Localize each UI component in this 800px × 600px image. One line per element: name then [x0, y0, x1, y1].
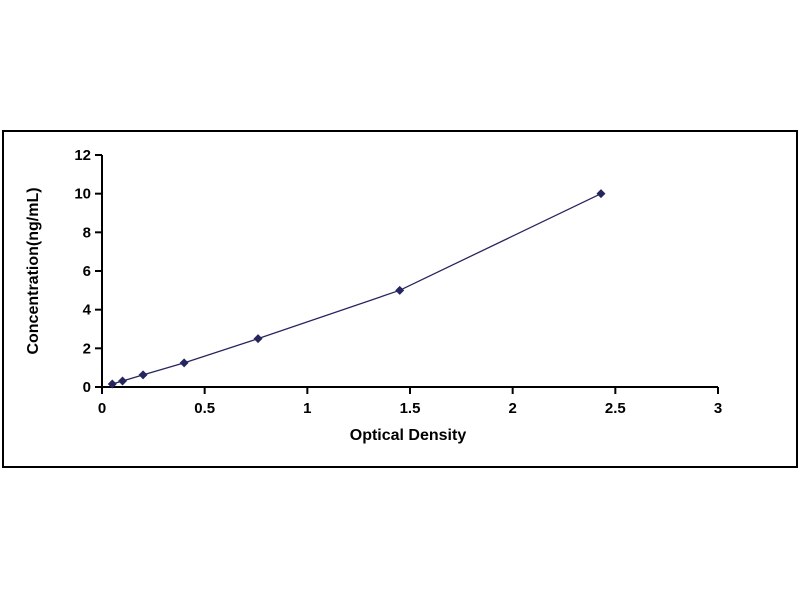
y-axis-label: Concentration(ng/mL) — [25, 187, 42, 354]
x-tick-label: 1.5 — [400, 400, 421, 417]
data-point-marker — [107, 379, 117, 389]
y-tick-label: 8 — [83, 224, 91, 241]
data-point-marker — [179, 358, 189, 368]
data-point-marker — [253, 334, 263, 344]
x-axis-label: Optical Density — [350, 427, 467, 444]
x-tick-label: 3 — [714, 400, 722, 417]
data-point-marker — [138, 370, 148, 380]
elisa-standard-curve-figure: 0 0.5 1 1.5 2 2.5 3 0 2 4 6 8 10 12 Optical Density C… — [2, 130, 798, 468]
y-tick-label: 10 — [74, 186, 91, 203]
x-tick-label: 0 — [98, 400, 106, 417]
x-tick-label: 2.5 — [605, 400, 626, 417]
y-tick-label: 12 — [74, 147, 91, 164]
x-tick-label: 0.5 — [194, 400, 215, 417]
y-tick-label: 2 — [83, 340, 91, 357]
y-tick-label: 0 — [83, 379, 91, 396]
y-tick-label: 4 — [83, 302, 92, 319]
y-tick-label: 6 — [83, 263, 91, 280]
x-tick-label: 1 — [303, 400, 311, 417]
plot-area: 0 0.5 1 1.5 2 2.5 3 0 2 4 6 8 10 12 — [74, 147, 722, 417]
curve-line — [112, 193, 602, 385]
standard-curve-chart: 0 0.5 1 1.5 2 2.5 3 0 2 4 6 8 10 12 Optical Density C… — [25, 147, 722, 444]
data-point-marker — [395, 285, 405, 295]
data-point-marker — [118, 376, 128, 386]
x-tick-label: 2 — [508, 400, 516, 417]
data-point-marker — [596, 189, 606, 199]
